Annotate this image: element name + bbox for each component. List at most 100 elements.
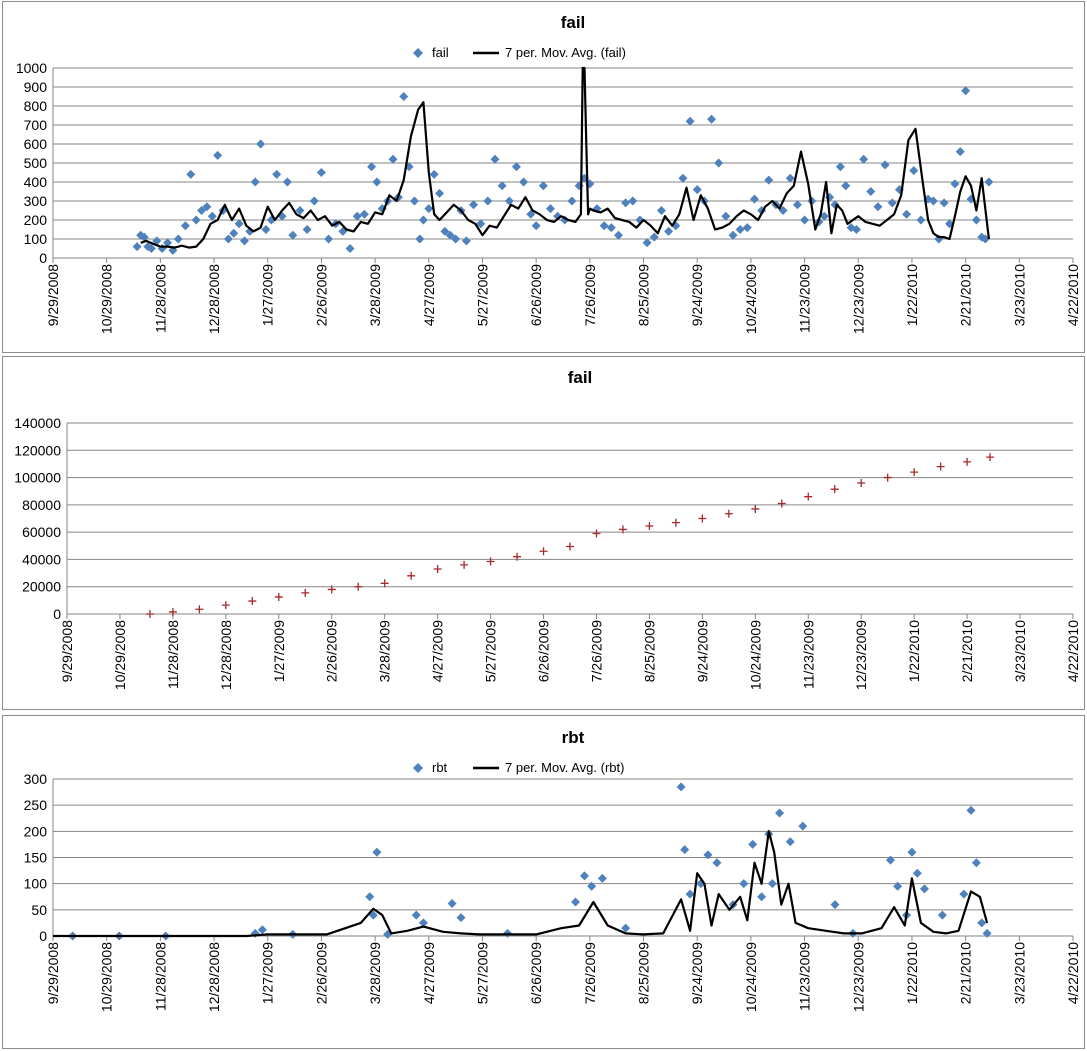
x-tick-label: 7/26/2009: [582, 264, 598, 326]
chart-panel-fail-scatter: fail 0 100 200 300 400 500 600 700 800 900 1000 9/29…: [2, 1, 1085, 353]
x-tick-label: 2/26/2009: [313, 942, 329, 1004]
data-point: [145, 610, 154, 618]
data-point: [367, 162, 377, 172]
x-tick-label: 2/26/2009: [313, 264, 329, 326]
x-tick-label: 11/28/2008: [152, 264, 168, 333]
data-point: [261, 225, 271, 234]
data-point: [798, 821, 808, 831]
data-point: [775, 808, 785, 818]
data-point: [221, 601, 230, 610]
legend-label: fail: [432, 45, 449, 60]
legend: fail 7 per. Mov. Avg. (fail): [413, 45, 626, 60]
data-point: [971, 215, 981, 225]
data-point: [902, 209, 912, 219]
data-point: [486, 557, 495, 566]
data-point: [424, 204, 434, 214]
data-point: [139, 232, 149, 242]
data-point: [229, 228, 239, 238]
data-point: [309, 196, 319, 206]
chart-rbt: rbt 0 50 100 150 200 250 300 9/29/2008 10/29/2008…: [24, 728, 1081, 1012]
x-tick-label: 12/28/2008: [206, 264, 222, 334]
x-tick-label: 8/25/2009: [641, 620, 657, 682]
x-tick-label: 11/23/2009: [797, 942, 813, 1011]
x-tick-label: 8/25/2009: [636, 942, 652, 1004]
data-point: [168, 607, 177, 616]
data-point: [621, 198, 631, 208]
x-tick-label: 3/23/2010: [1012, 620, 1028, 682]
data-point: [656, 206, 666, 215]
data-point: [749, 194, 759, 204]
legend-marker-points: [413, 763, 423, 773]
x-tick-label: 10/24/2009: [743, 942, 759, 1012]
data-point: [513, 552, 522, 561]
data-point: [415, 234, 425, 244]
data-point: [685, 889, 695, 899]
data-point: [721, 211, 731, 221]
data-point: [880, 160, 890, 170]
data-point: [433, 564, 442, 573]
data-point: [372, 177, 382, 187]
x-tick-label: 6/26/2009: [528, 942, 544, 1004]
data-point: [692, 185, 702, 195]
data-point: [418, 918, 428, 928]
data-point: [519, 177, 529, 187]
y-tick-label: 150: [24, 850, 48, 866]
data-point: [597, 873, 607, 883]
data-point: [352, 211, 362, 221]
legend-label: rbt: [432, 760, 448, 775]
data-point: [841, 181, 851, 191]
x-tick-label: 1/27/2009: [260, 942, 276, 1004]
y-tick-label: 900: [24, 79, 48, 95]
x-tick-label: 12/23/2009: [850, 264, 866, 334]
data-point: [792, 200, 802, 210]
data-point: [197, 206, 207, 215]
y-tick-label: 20000: [22, 579, 61, 595]
data-point: [857, 479, 866, 488]
data-point: [937, 910, 947, 920]
data-point: [587, 881, 597, 891]
x-tick-label: 9/29/2008: [45, 942, 61, 1004]
data-point: [407, 571, 416, 580]
legend-label: 7 per. Mov. Avg. (fail): [505, 45, 626, 60]
data-point: [912, 868, 922, 878]
data-point: [399, 92, 409, 101]
data-point: [497, 181, 507, 191]
data-point: [282, 177, 292, 187]
chart-panel-fail-cumulative: fail 0 20000 40000 60000 80000 100000 120000 140…: [2, 356, 1085, 710]
y-tick-label: 100: [24, 231, 48, 247]
data-point: [274, 592, 283, 601]
x-tick-label: 3/28/2009: [367, 942, 383, 1004]
y-tick-label: 100000: [14, 470, 61, 486]
data-point: [302, 225, 312, 234]
data-point: [984, 177, 994, 187]
data-point: [928, 196, 938, 206]
data-point: [365, 892, 375, 902]
x-tick-label: 6/26/2009: [536, 620, 552, 682]
y-tick-label: 100: [24, 876, 48, 892]
data-point: [936, 462, 945, 471]
data-point: [835, 162, 845, 172]
data-point: [986, 453, 995, 462]
x-tick-label: 10/29/2008: [99, 942, 115, 1012]
data-point: [566, 542, 574, 551]
x-tick-label: 7/26/2009: [588, 620, 604, 682]
data-point: [649, 232, 659, 242]
data-point: [257, 925, 267, 935]
y-tick-label: 140000: [14, 415, 61, 431]
data-point: [748, 839, 758, 849]
x-tick-label: 11/23/2009: [797, 264, 813, 333]
data-point: [830, 900, 840, 910]
x-tick-label: 11/23/2009: [800, 620, 816, 689]
x-tick-label: 10/29/2008: [99, 264, 115, 334]
y-tick-label: 300: [24, 193, 48, 209]
data-point: [982, 928, 992, 938]
data-point: [599, 221, 609, 231]
data-point: [531, 221, 541, 231]
data-point: [963, 457, 972, 466]
x-tick-label: 9/24/2009: [689, 264, 705, 326]
x-tick-label: 10/29/2008: [112, 620, 128, 690]
data-point: [411, 910, 421, 920]
data-point: [767, 879, 777, 889]
data-point: [939, 198, 949, 208]
data-point: [567, 196, 577, 206]
